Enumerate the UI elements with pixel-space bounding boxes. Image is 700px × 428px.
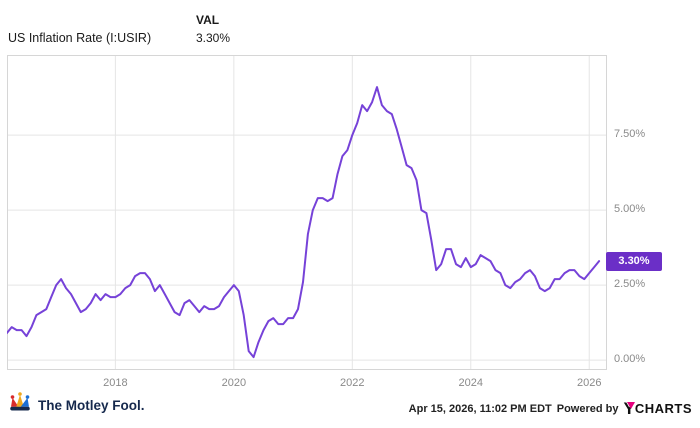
jester-cap-icon xyxy=(8,391,32,420)
y-axis-tick-label: 2.50% xyxy=(614,278,646,291)
motley-fool-wordmark: The Motley Fool. xyxy=(38,398,145,413)
ycharts-y-mark: Y xyxy=(623,399,635,418)
y-axis-tick-label: 0.00% xyxy=(614,353,646,366)
y-axis-tick-label: 5.00% xyxy=(614,203,646,216)
chart-plot-area[interactable] xyxy=(7,55,607,370)
powered-by-label: Powered by xyxy=(556,402,619,415)
motley-fool-logo: The Motley Fool. xyxy=(8,391,145,420)
timestamp: Apr 15, 2026, 11:02 PM EDT xyxy=(408,402,552,415)
x-axis-tick-label: 2018 xyxy=(103,377,128,389)
last-value-badge: 3.30% xyxy=(606,251,662,271)
chart-attribution: Apr 15, 2026, 11:02 PM EDT Powered by Y … xyxy=(409,400,692,417)
y-axis-tick-label: 7.50% xyxy=(614,128,646,141)
series-line[interactable] xyxy=(7,86,601,359)
ycharts-triangle-icon xyxy=(626,402,635,409)
footer: The Motley Fool. Apr 15, 2026, 11:02 PM … xyxy=(0,386,700,428)
plot-border xyxy=(7,55,607,370)
x-axis-tick-label: 2022 xyxy=(340,377,365,389)
x-axis-tick-label: 2020 xyxy=(221,377,247,389)
ycharts-logo: Y CHARTS xyxy=(623,400,692,417)
x-axis-tick-label: 2026 xyxy=(576,377,602,389)
chart-title: US Inflation Rate (I:USIR) xyxy=(8,31,152,45)
x-axis-tick-label: 2024 xyxy=(458,377,484,389)
val-column-header: VAL xyxy=(196,13,220,27)
val-current-value: 3.30% xyxy=(196,31,231,45)
ycharts-wordmark: CHARTS xyxy=(634,401,692,416)
